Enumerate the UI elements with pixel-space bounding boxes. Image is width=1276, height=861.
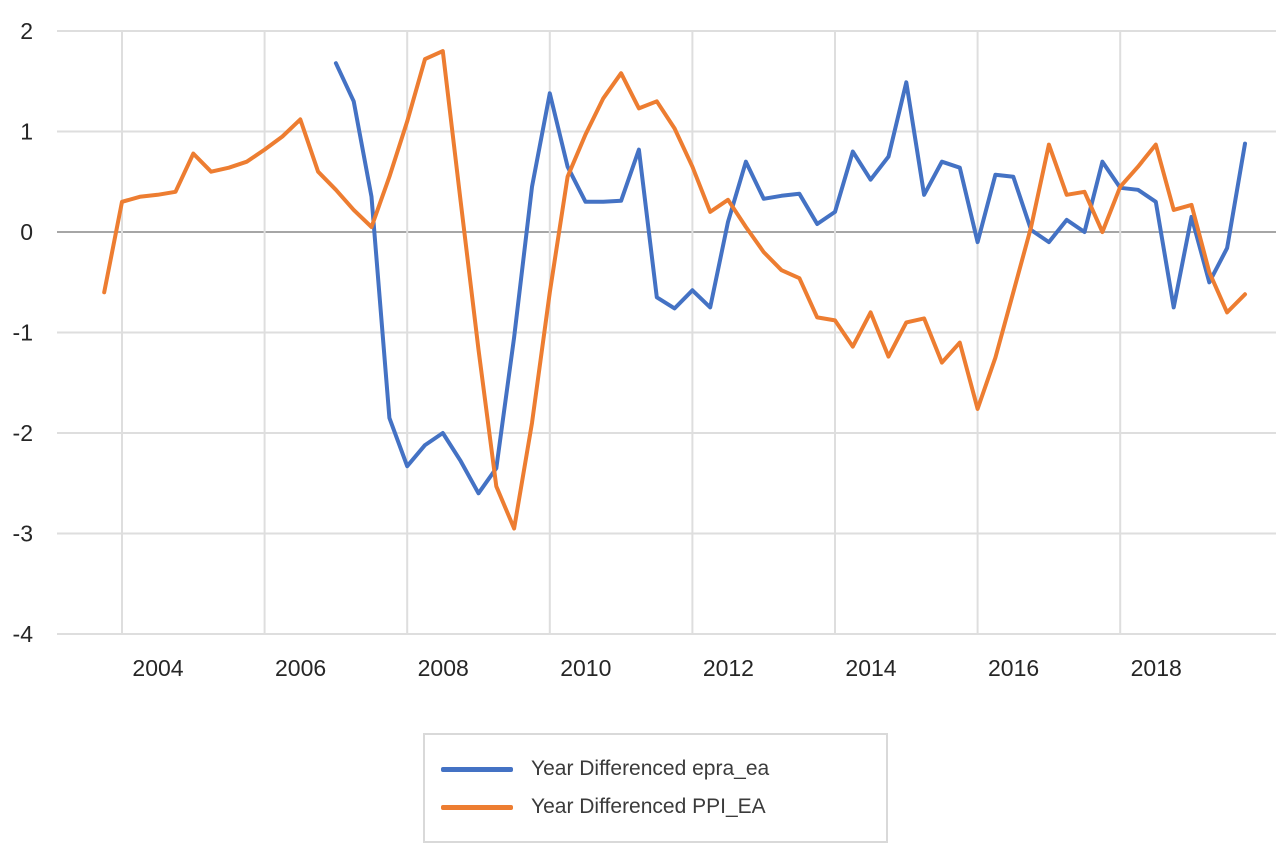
legend-label-epra: Year Differenced epra_ea — [531, 757, 770, 780]
series-line-epra — [333, 61, 1247, 496]
y-tick-label: 0 — [20, 219, 33, 245]
y-tick-label: 2 — [20, 18, 33, 44]
legend-item-epra: Year Differenced epra_ea — [441, 757, 886, 781]
legend-label-ppi: Year Differenced PPI_EA — [531, 795, 766, 818]
x-tick-label: 2018 — [1131, 655, 1182, 681]
y-tick-label: -2 — [13, 420, 33, 446]
y-tick-label: -3 — [13, 521, 33, 547]
x-tick-label: 2006 — [275, 655, 326, 681]
legend-item-ppi: Year Differenced PPI_EA — [441, 795, 886, 819]
legend-line-epra-swatch — [441, 766, 513, 772]
series-line-ppi — [102, 49, 1247, 531]
x-tick-label: 2008 — [418, 655, 469, 681]
y-tick-label: -4 — [13, 621, 34, 647]
x-tick-label: 2012 — [703, 655, 754, 681]
x-tick-label: 2014 — [845, 655, 896, 681]
x-tick-label: 2010 — [560, 655, 611, 681]
y-tick-label: 1 — [20, 119, 33, 145]
x-tick-label: 2016 — [988, 655, 1039, 681]
x-tick-label: 2004 — [132, 655, 183, 681]
y-tick-label: -1 — [13, 320, 33, 346]
legend-box: Year Differenced epra_ea Year Difference… — [423, 733, 888, 843]
legend-line-ppi-swatch — [441, 804, 513, 810]
